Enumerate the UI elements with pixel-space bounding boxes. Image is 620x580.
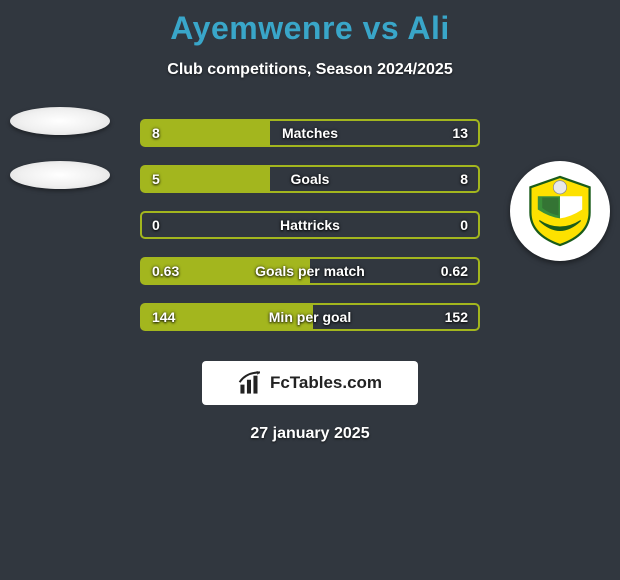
stat-left-value: 0	[152, 217, 160, 233]
stat-bar: 0 Hattricks 0	[140, 211, 480, 239]
stat-bar-fill	[142, 121, 270, 145]
stat-bar: 8 Matches 13	[140, 119, 480, 147]
page-title: Ayemwenre vs Ali	[0, 0, 620, 47]
brand-label: FcTables.com	[270, 373, 382, 393]
snapshot-date: 27 january 2025	[0, 425, 620, 443]
stat-right-value: 0	[460, 217, 468, 233]
stat-bar: 5 Goals 8	[140, 165, 480, 193]
stat-left-value: 8	[152, 125, 160, 141]
left-player-badges	[0, 107, 120, 189]
bar-chart-icon	[238, 370, 264, 396]
brand-badge[interactable]: FcTables.com	[202, 361, 418, 405]
stat-bar-fill	[142, 167, 270, 191]
stat-label: Goals	[291, 171, 330, 187]
stat-left-value: 5	[152, 171, 160, 187]
avatar-placeholder-icon	[10, 107, 110, 135]
stat-right-value: 152	[445, 309, 468, 325]
stat-label: Min per goal	[269, 309, 351, 325]
avatar-placeholder-icon	[10, 161, 110, 189]
stat-right-value: 13	[452, 125, 468, 141]
stat-bar: 144 Min per goal 152	[140, 303, 480, 331]
stat-right-value: 0.62	[441, 263, 468, 279]
stat-right-value: 8	[460, 171, 468, 187]
stat-label: Hattricks	[280, 217, 340, 233]
page-subtitle: Club competitions, Season 2024/2025	[0, 61, 620, 79]
right-player-badges	[500, 161, 620, 261]
club-crest-icon	[510, 161, 610, 261]
stat-left-value: 144	[152, 309, 175, 325]
stat-label: Goals per match	[255, 263, 365, 279]
stat-left-value: 0.63	[152, 263, 179, 279]
stat-bar: 0.63 Goals per match 0.62	[140, 257, 480, 285]
comparison-area: 8 Matches 13 5 Goals 8 0 Hattricks 0 0.63 Goals pe…	[0, 119, 620, 331]
stat-bars: 8 Matches 13 5 Goals 8 0 Hattricks 0 0.63 Goals pe…	[140, 119, 480, 331]
stat-label: Matches	[282, 125, 338, 141]
